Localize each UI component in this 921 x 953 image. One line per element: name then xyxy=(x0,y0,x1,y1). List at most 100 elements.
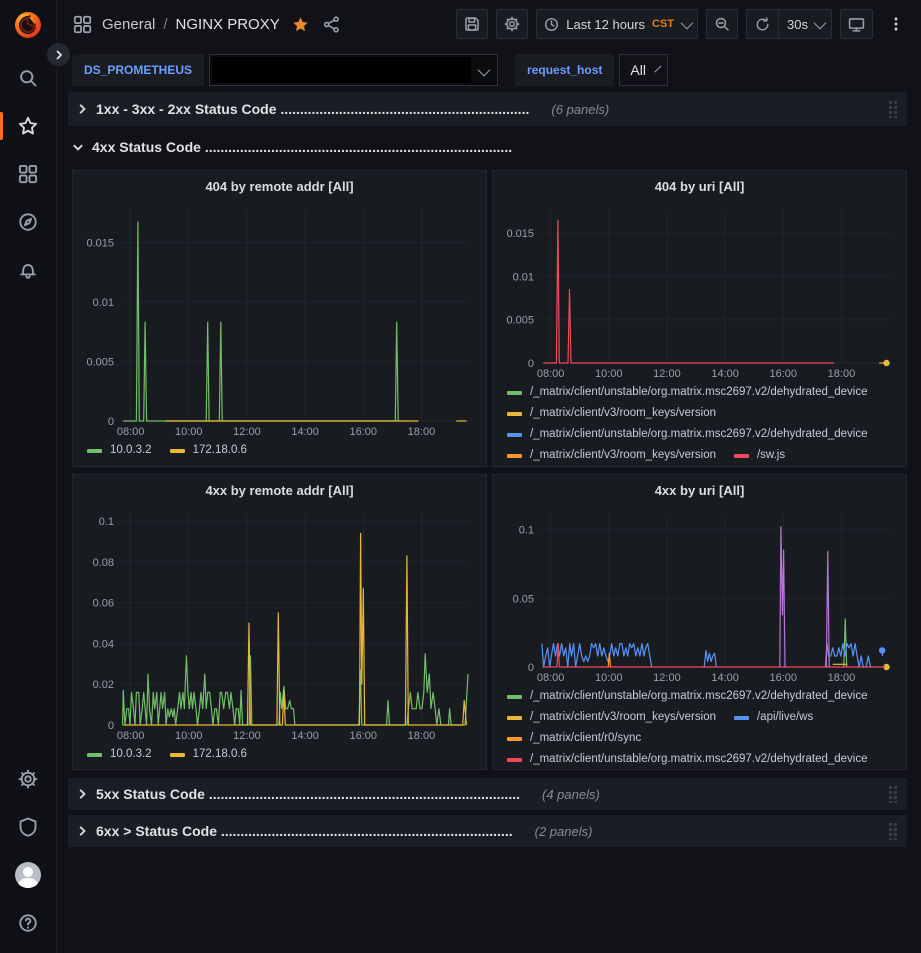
grafana-logo-icon xyxy=(15,12,41,38)
toolbar: Last 12 hours CST 30s xyxy=(456,9,911,39)
chevron-down-icon xyxy=(477,63,491,77)
chart-canvas[interactable]: 0 0.05 0.1 08:00 10:00 12:00 14:00 16:00 18:00 xyxy=(501,505,898,685)
more-options-button[interactable] xyxy=(881,9,911,39)
chevron-down-icon xyxy=(680,16,694,29)
time-zone-badge: CST xyxy=(652,18,675,30)
row-6xx[interactable]: 6xx > Status Code ......................… xyxy=(68,815,907,847)
panel-legend: /_matrix/client/unstable/org.matrix.msc2… xyxy=(501,685,898,767)
panel-4xx-by-remote-addr: 4xx by remote addr [All] 0 0.02 0.04 0.06 0.… xyxy=(72,474,487,770)
sidebar-item-starred[interactable] xyxy=(0,102,56,150)
legend-swatch xyxy=(733,715,749,720)
svg-text:18:00: 18:00 xyxy=(408,730,436,742)
legend-item[interactable]: /sw.js xyxy=(733,448,785,463)
refresh-interval-dropdown[interactable]: 30s xyxy=(778,10,831,38)
sidebar-item-alerting[interactable] xyxy=(0,246,56,294)
legend-item[interactable]: /_matrix/client/unstable/org.matrix.msc2… xyxy=(507,385,868,400)
legend-item[interactable]: /api/live/ws xyxy=(733,710,813,725)
sidebar-item-server-admin[interactable] xyxy=(0,803,56,851)
variable-label-ds-prometheus: DS_PROMETHEUS xyxy=(72,54,205,86)
legend-item[interactable]: /_matrix/client/unstable/org.matrix.msc2… xyxy=(507,689,868,704)
sidebar-item-help[interactable] xyxy=(0,899,56,947)
dashboards-grid-icon xyxy=(18,164,38,184)
legend-item[interactable]: 172.18.0.6 xyxy=(169,443,247,458)
panel-title[interactable]: 404 by remote addr [All] xyxy=(205,179,354,194)
legend-item[interactable]: 10.0.3.2 xyxy=(87,443,152,458)
legend-item[interactable]: /_matrix/client/unstable/org.matrix.msc2… xyxy=(507,752,868,767)
chart-canvas[interactable]: 0 0.005 0.01 0.015 08:00 10:00 12:00 14:00 16:00… xyxy=(501,201,898,381)
share-icon[interactable] xyxy=(323,15,340,33)
favorite-star-icon[interactable] xyxy=(292,16,309,33)
sidebar-expand-button[interactable] xyxy=(44,40,73,69)
panel-legend: /_matrix/client/unstable/org.matrix.msc2… xyxy=(501,381,898,463)
row-5xx[interactable]: 5xx Status Code ........................… xyxy=(68,778,907,810)
legend-item[interactable]: /_matrix/client/v3/room_keys/version xyxy=(507,448,716,463)
row-title: 6xx > Status Code ......................… xyxy=(96,823,513,839)
svg-text:18:00: 18:00 xyxy=(828,672,856,684)
dashboard-settings-button[interactable] xyxy=(496,9,529,39)
panel-legend: 10.0.3.2 172.18.0.6 xyxy=(81,743,478,762)
chart-4xx-by-uri[interactable]: 0 0.05 0.1 08:00 10:00 12:00 14:00 16:00 18:00 xyxy=(501,505,898,685)
legend-swatch xyxy=(507,390,522,395)
zoom-out-time-button[interactable] xyxy=(706,9,739,39)
refresh-button[interactable] xyxy=(747,10,778,38)
chart-404-by-uri[interactable]: 0 0.005 0.01 0.015 08:00 10:00 12:00 14:00 16:00… xyxy=(501,201,898,381)
sidebar-item-profile[interactable] xyxy=(0,851,56,899)
sidebar-item-explore[interactable] xyxy=(0,198,56,246)
star-icon xyxy=(18,116,38,135)
save-dashboard-button[interactable] xyxy=(456,9,489,39)
chart-canvas[interactable]: 0 0.02 0.04 0.06 0.08 0.1 08:00 10:00 12:00 14:00… xyxy=(81,505,478,743)
panel-legend: 10.0.3.2 172.18.0.6 xyxy=(81,439,478,458)
time-range-picker[interactable]: Last 12 hours CST xyxy=(536,9,699,39)
svg-text:0: 0 xyxy=(108,720,114,732)
svg-text:14:00: 14:00 xyxy=(711,672,739,684)
chevron-right-icon xyxy=(79,104,86,114)
breadcrumb-folder[interactable]: General xyxy=(102,15,156,33)
panel-title[interactable]: 404 by uri [All] xyxy=(654,179,745,194)
variable-value-request-host[interactable]: All xyxy=(619,54,669,86)
row-title: 4xx Status Code ........................… xyxy=(92,139,513,155)
user-avatar xyxy=(15,862,41,888)
row-drag-handle[interactable] xyxy=(887,822,899,840)
svg-text:0.06: 0.06 xyxy=(93,598,114,610)
svg-text:12:00: 12:00 xyxy=(653,672,681,684)
chevron-right-icon xyxy=(79,789,86,799)
legend-item[interactable]: /_matrix/client/unstable/org.matrix.msc2… xyxy=(507,427,868,442)
legend-swatch xyxy=(169,752,185,757)
panel-404-by-remote-addr: 404 by remote addr [All] 0 0.005 0.01 0.015… xyxy=(72,170,487,467)
chart-canvas[interactable]: 0 0.005 0.01 0.015 08:00 10:00 12:00 14:00 16:00… xyxy=(81,201,478,439)
chart-4xx-by-remote-addr[interactable]: 0 0.02 0.04 0.06 0.08 0.1 08:00 10:00 12:00 14:00… xyxy=(81,505,478,743)
svg-text:10:00: 10:00 xyxy=(595,672,623,684)
compass-icon xyxy=(19,213,37,231)
legend-swatch xyxy=(87,448,102,453)
svg-text:16:00: 16:00 xyxy=(769,368,797,380)
row-drag-handle[interactable] xyxy=(887,100,899,118)
refresh-interval-label: 30s xyxy=(787,16,808,32)
legend-item[interactable]: 172.18.0.6 xyxy=(169,747,247,762)
row-drag-handle[interactable] xyxy=(887,785,899,803)
svg-text:16:00: 16:00 xyxy=(769,672,797,684)
svg-text:10:00: 10:00 xyxy=(175,730,203,742)
cycle-view-mode-button[interactable] xyxy=(840,9,873,39)
sidebar-item-search[interactable] xyxy=(0,54,56,102)
chart-404-by-remote-addr[interactable]: 0 0.005 0.01 0.015 08:00 10:00 12:00 14:00 16:00… xyxy=(81,201,478,439)
bell-icon xyxy=(20,264,36,279)
row-4xx[interactable]: 4xx Status Code ........................… xyxy=(68,134,907,160)
legend-item[interactable]: /_matrix/client/v3/room_keys/version xyxy=(507,406,716,421)
row-1xx-3xx-2xx[interactable]: 1xx - 3xx - 2xx Status Code ............… xyxy=(68,92,907,126)
panel-title[interactable]: 4xx by remote addr [All] xyxy=(205,483,354,498)
sidebar-item-dashboards[interactable] xyxy=(0,150,56,198)
sidebar-item-configuration[interactable] xyxy=(0,755,56,803)
grafana-logo[interactable] xyxy=(0,0,56,50)
legend-item[interactable]: /_matrix/client/v3/room_keys/version xyxy=(507,710,716,725)
legend-item[interactable]: 10.0.3.2 xyxy=(87,747,152,762)
breadcrumb-dashboard-title[interactable]: NGINX PROXY xyxy=(175,15,280,33)
legend-item[interactable]: /_matrix/client/r0/sync xyxy=(507,731,641,746)
chevron-right-icon xyxy=(56,50,62,59)
svg-text:12:00: 12:00 xyxy=(233,426,261,438)
dashboards-grid-icon xyxy=(73,15,92,33)
svg-text:16:00: 16:00 xyxy=(349,426,377,438)
panel-title[interactable]: 4xx by uri [All] xyxy=(654,483,745,498)
svg-text:0.01: 0.01 xyxy=(93,297,114,309)
svg-text:10:00: 10:00 xyxy=(595,368,623,380)
variable-value-ds-prometheus[interactable] xyxy=(209,54,499,86)
